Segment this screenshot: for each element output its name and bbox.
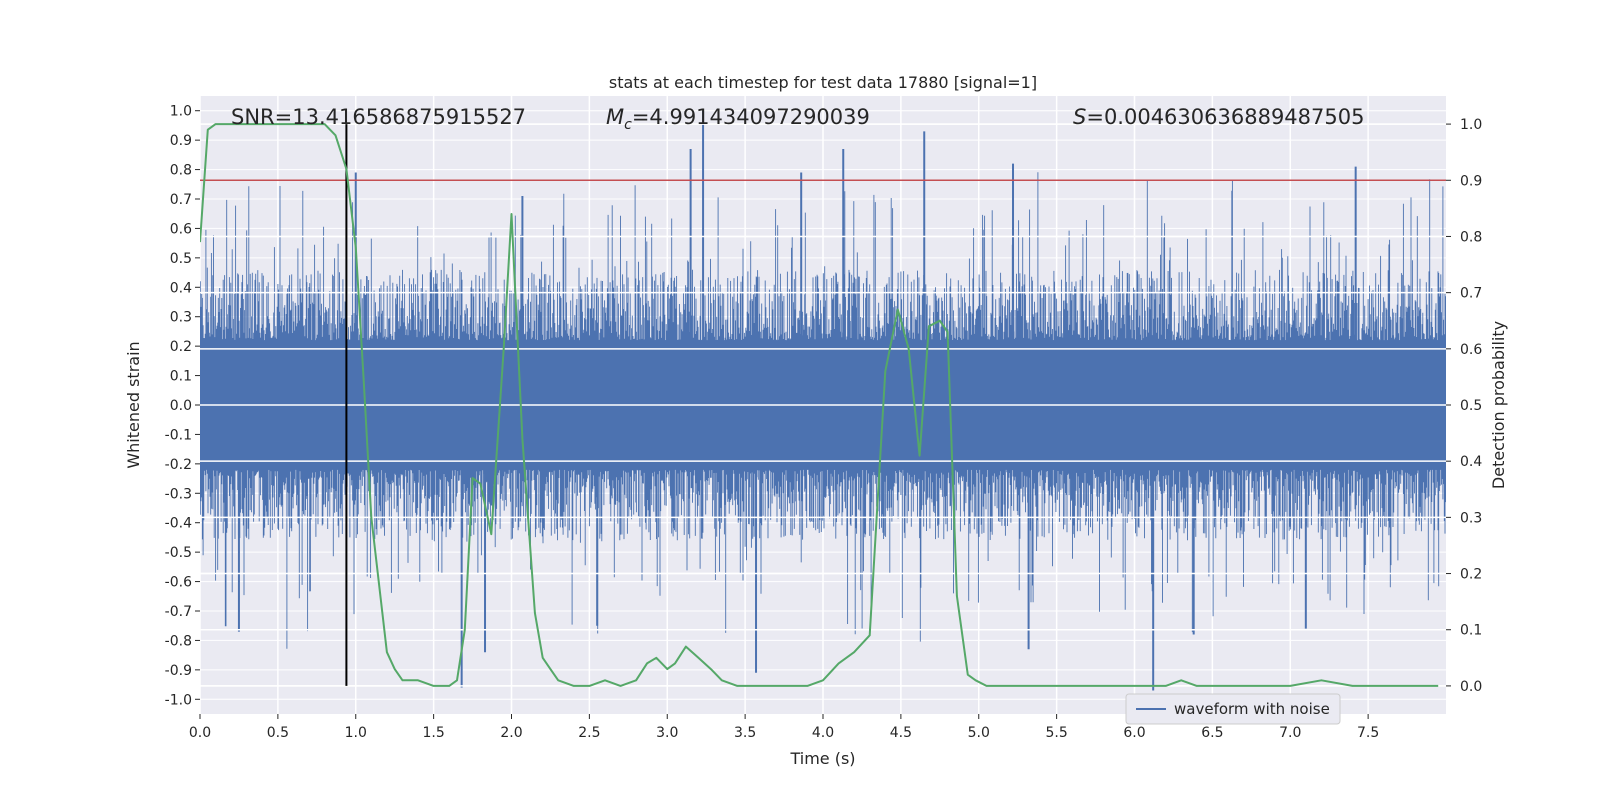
right-tick-label: 1.0 bbox=[1460, 117, 1482, 133]
x-tick-label: 6.5 bbox=[1201, 725, 1223, 741]
x-tick-label: 1.0 bbox=[345, 725, 367, 741]
right-tick-label: 0.2 bbox=[1460, 567, 1482, 583]
right-tick-label: 0.9 bbox=[1460, 173, 1482, 189]
legend-box bbox=[1125, 693, 1341, 725]
x-tick-label: 5.0 bbox=[968, 725, 990, 741]
left-tick-label: 0.7 bbox=[170, 192, 192, 208]
left-tick-label: -0.9 bbox=[165, 663, 192, 679]
y-axis-label-left: Whitened strain bbox=[124, 341, 143, 468]
right-tick-label: 0.8 bbox=[1460, 229, 1482, 245]
x-tick-label: 0.5 bbox=[267, 725, 289, 741]
x-tick-label: 0.0 bbox=[189, 725, 211, 741]
s-symbol: S bbox=[1073, 105, 1086, 129]
left-tick-label: -0.3 bbox=[165, 486, 192, 502]
left-tick-label: -0.6 bbox=[165, 575, 192, 591]
mc-value: =4.991434097290039 bbox=[632, 105, 870, 129]
snr-annotation: SNR=13.416586875915527 bbox=[231, 105, 526, 129]
waveform-series bbox=[200, 110, 1446, 691]
left-tick-label: -1.0 bbox=[165, 692, 192, 708]
left-tick-label: 0.6 bbox=[170, 221, 192, 237]
right-tick-label: 0.6 bbox=[1460, 342, 1482, 358]
left-tick-label: -0.1 bbox=[165, 427, 192, 443]
left-tick-label: -0.2 bbox=[165, 457, 192, 473]
left-tick-label: 0.4 bbox=[170, 280, 192, 296]
mc-subscript: c bbox=[624, 117, 632, 133]
x-tick-label: 3.0 bbox=[656, 725, 678, 741]
y-axis-label-right: Detection probability bbox=[1489, 321, 1508, 489]
x-tick-label: 4.5 bbox=[890, 725, 912, 741]
left-tick-label: 0.3 bbox=[170, 310, 192, 326]
x-tick-label: 7.5 bbox=[1357, 725, 1379, 741]
right-tick-label: 0.5 bbox=[1460, 398, 1482, 414]
x-tick-label: 6.0 bbox=[1123, 725, 1145, 741]
left-tick-label: -0.7 bbox=[165, 604, 192, 620]
left-tick-label: 0.9 bbox=[170, 133, 192, 149]
left-tick-label: -0.8 bbox=[165, 633, 192, 649]
right-tick-label: 0.3 bbox=[1460, 510, 1482, 526]
right-axis: 1.0 0.9 0.8 0.7 0.6 0.5 0.4 0.3 0.2 0.1 0.0 bbox=[1446, 117, 1482, 695]
x-tick-label: 3.5 bbox=[734, 725, 756, 741]
right-tick-label: 0.7 bbox=[1460, 286, 1482, 302]
left-tick-label: 1.0 bbox=[170, 104, 192, 120]
x-tick-label: 4.0 bbox=[812, 725, 834, 741]
detection-probability-line bbox=[200, 123, 1439, 687]
x-tick-label: 2.0 bbox=[500, 725, 522, 741]
legend: waveform with noise bbox=[1125, 693, 1341, 725]
left-tick-label: -0.5 bbox=[165, 545, 192, 561]
s-value: =0.004630636889487505 bbox=[1086, 105, 1364, 129]
right-tick-label: 0.0 bbox=[1460, 679, 1482, 695]
x-tick-label: 1.5 bbox=[422, 725, 444, 741]
left-tick-label: 0.1 bbox=[170, 369, 192, 385]
right-tick-label: 0.1 bbox=[1460, 623, 1482, 639]
legend-label: waveform with noise bbox=[1174, 700, 1330, 718]
left-axis: 1.0 0.9 0.8 0.7 0.6 0.5 0.4 0.3 0.2 0.1 0.0 -0.1 -0.… bbox=[165, 104, 200, 708]
mc-symbol: M bbox=[606, 105, 624, 129]
s-annotation: S=0.004630636889487505 bbox=[1073, 105, 1364, 129]
mc-annotation: Mc=4.991434097290039 bbox=[606, 105, 870, 133]
right-tick-label: 0.4 bbox=[1460, 454, 1482, 470]
left-tick-label: 0.0 bbox=[170, 398, 192, 414]
x-axis: 0.0 0.5 1.0 1.5 2.0 2.5 3.0 3.5 4.0 4.5 5.0 5.5 6.0 6… bbox=[189, 714, 1379, 741]
x-axis-label: Time (s) bbox=[789, 749, 855, 768]
x-tick-label: 7.0 bbox=[1279, 725, 1301, 741]
left-tick-label: 0.8 bbox=[170, 163, 192, 179]
left-tick-label: -0.4 bbox=[165, 516, 192, 532]
left-tick-label: 0.2 bbox=[170, 339, 192, 355]
left-tick-label: 0.5 bbox=[170, 251, 192, 267]
overlay-lines bbox=[200, 123, 1446, 687]
chart-title: stats at each timestep for test data 178… bbox=[609, 73, 1037, 92]
x-tick-label: 2.5 bbox=[578, 725, 600, 741]
x-tick-label: 5.5 bbox=[1045, 725, 1067, 741]
